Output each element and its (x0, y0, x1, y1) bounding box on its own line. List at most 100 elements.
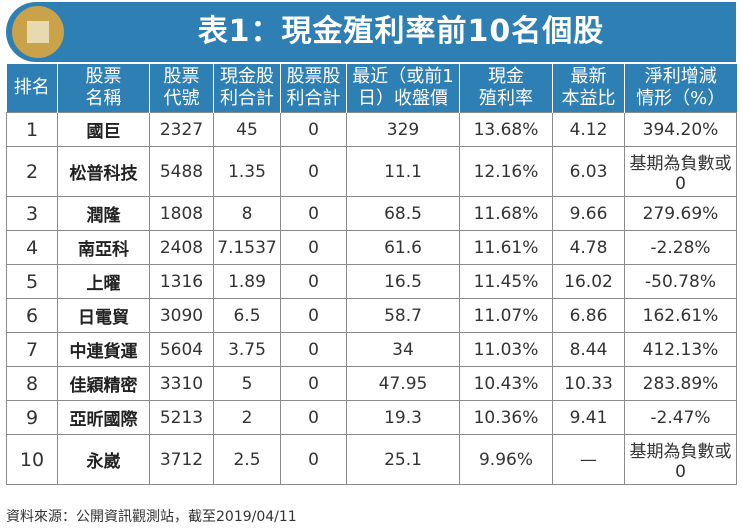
profit-growth-cell: 283.89% (624, 366, 737, 401)
table-row: 9 亞昕國際 5213 2 0 19.3 10.36% 9.41 -2.47% (6, 400, 737, 435)
pe-ratio-cell: — (552, 434, 625, 485)
cash-dividend-cell: 2.5 (213, 434, 281, 485)
profit-growth-cell: -2.28% (624, 230, 737, 265)
table-row: 3 潤隆 1808 8 0 68.5 11.68% 9.66 279.69% (6, 196, 737, 231)
code-cell: 3712 (149, 434, 214, 485)
close-price-cell: 16.5 (346, 264, 460, 299)
stock-dividend-cell: 0 (280, 146, 347, 197)
cash-yield-cell: 9.96% (459, 434, 553, 485)
rank-cell: 8 (6, 366, 58, 401)
stock-dividend-cell: 0 (280, 112, 347, 147)
name-cell: 佳穎精密 (57, 366, 150, 401)
profit-growth-cell: 412.13% (624, 332, 737, 367)
cash-yield-cell: 11.45% (459, 264, 553, 299)
cash-dividend-cell: 6.5 (213, 298, 281, 333)
pe-ratio-cell: 4.12 (552, 112, 625, 147)
code-cell: 2327 (149, 112, 214, 147)
stock-dividend-cell: 0 (280, 264, 347, 299)
header-code: 股票 代號 (149, 64, 214, 113)
header-pe-ratio: 最新 本益比 (552, 64, 625, 113)
stock-dividend-cell: 0 (280, 366, 347, 401)
table-title: 表1：現金殖利率前10名個股 (197, 14, 605, 49)
close-price-cell: 34 (346, 332, 460, 367)
cash-yield-cell: 11.61% (459, 230, 553, 265)
title-badge-icon (12, 6, 64, 58)
cash-dividend-cell: 8 (213, 196, 281, 231)
name-cell: 上曜 (57, 264, 150, 299)
data-table: 排名 股票 名稱 股票 代號 現金股 利合計 股票股 利合計 最近（或前1 日）收盤價 現… (6, 64, 737, 485)
table-body: 1 國巨 2327 45 0 329 13.68% 4.12 394.20% 2 松普科技 5488 1… (6, 112, 737, 485)
name-cell: 日電貿 (57, 298, 150, 333)
rank-cell: 3 (6, 196, 58, 231)
header-rank: 排名 (6, 64, 58, 113)
rank-cell: 6 (6, 298, 58, 333)
name-cell: 潤隆 (57, 196, 150, 231)
header-close-price: 最近（或前1 日）收盤價 (346, 64, 460, 113)
stock-dividend-cell: 0 (280, 400, 347, 435)
header-name: 股票 名稱 (57, 64, 150, 113)
close-price-cell: 58.7 (346, 298, 460, 333)
code-cell: 5213 (149, 400, 214, 435)
header-profit-growth: 淨利增減 情形（%） (624, 64, 737, 113)
rank-cell: 10 (6, 434, 58, 485)
cash-dividend-cell: 2 (213, 400, 281, 435)
pe-ratio-cell: 16.02 (552, 264, 625, 299)
table-row: 5 上曜 1316 1.89 0 16.5 11.45% 16.02 -50.78% (6, 264, 737, 299)
stock-dividend-cell: 0 (280, 196, 347, 231)
pe-ratio-cell: 9.66 (552, 196, 625, 231)
header-cash-yield: 現金 殖利率 (459, 64, 553, 113)
code-cell: 1316 (149, 264, 214, 299)
pe-ratio-cell: 6.03 (552, 146, 625, 197)
profit-growth-cell: 162.61% (624, 298, 737, 333)
profit-growth-cell: -2.47% (624, 400, 737, 435)
header-row: 排名 股票 名稱 股票 代號 現金股 利合計 股票股 利合計 最近（或前1 日）收盤價 現… (6, 64, 737, 113)
close-price-cell: 47.95 (346, 366, 460, 401)
rank-cell: 4 (6, 230, 58, 265)
close-price-cell: 11.1 (346, 146, 460, 197)
code-cell: 5488 (149, 146, 214, 197)
cash-dividend-cell: 1.35 (213, 146, 281, 197)
pe-ratio-cell: 10.33 (552, 366, 625, 401)
code-cell: 2408 (149, 230, 214, 265)
source-note: 資料來源：公開資訊觀測站，截至2019/04/11 (6, 509, 297, 525)
rank-cell: 2 (6, 146, 58, 197)
table-row: 6 日電貿 3090 6.5 0 58.7 11.07% 6.86 162.61% (6, 298, 737, 333)
cash-dividend-cell: 45 (213, 112, 281, 147)
code-cell: 3090 (149, 298, 214, 333)
cash-yield-cell: 10.43% (459, 366, 553, 401)
cash-dividend-cell: 5 (213, 366, 281, 401)
close-price-cell: 329 (346, 112, 460, 147)
table-row: 10 永崴 3712 2.5 0 25.1 9.96% — 基期為負數或0 (6, 434, 737, 485)
rank-cell: 5 (6, 264, 58, 299)
profit-growth-cell: -50.78% (624, 264, 737, 299)
name-cell: 永崴 (57, 434, 150, 485)
profit-growth-cell: 279.69% (624, 196, 737, 231)
name-cell: 國巨 (57, 112, 150, 147)
rank-cell: 9 (6, 400, 58, 435)
profit-growth-cell: 基期為負數或0 (624, 146, 737, 197)
name-cell: 亞昕國際 (57, 400, 150, 435)
rank-cell: 7 (6, 332, 58, 367)
profit-growth-cell: 394.20% (624, 112, 737, 147)
table-row: 7 中連貨運 5604 3.75 0 34 11.03% 8.44 412.13% (6, 332, 737, 367)
table-row: 4 南亞科 2408 7.1537 0 61.6 11.61% 4.78 -2.28% (6, 230, 737, 265)
stock-dividend-cell: 0 (280, 298, 347, 333)
name-cell: 松普科技 (57, 146, 150, 197)
pe-ratio-cell: 8.44 (552, 332, 625, 367)
close-price-cell: 61.6 (346, 230, 460, 265)
cash-yield-cell: 11.68% (459, 196, 553, 231)
code-cell: 3310 (149, 366, 214, 401)
pe-ratio-cell: 4.78 (552, 230, 625, 265)
cash-dividend-cell: 7.1537 (213, 230, 281, 265)
cash-yield-cell: 11.03% (459, 332, 553, 367)
table-row: 2 松普科技 5488 1.35 0 11.1 12.16% 6.03 基期為負數或0 (6, 146, 737, 197)
table-row: 8 佳穎精密 3310 5 0 47.95 10.43% 10.33 283.89% (6, 366, 737, 401)
cash-yield-cell: 11.07% (459, 298, 553, 333)
title-bar: 表1：現金殖利率前10名個股 (6, 2, 736, 62)
header-stock-dividend: 股票股 利合計 (280, 64, 347, 113)
cash-yield-cell: 12.16% (459, 146, 553, 197)
table-row: 1 國巨 2327 45 0 329 13.68% 4.12 394.20% (6, 112, 737, 147)
close-price-cell: 19.3 (346, 400, 460, 435)
name-cell: 中連貨運 (57, 332, 150, 367)
close-price-cell: 68.5 (346, 196, 460, 231)
